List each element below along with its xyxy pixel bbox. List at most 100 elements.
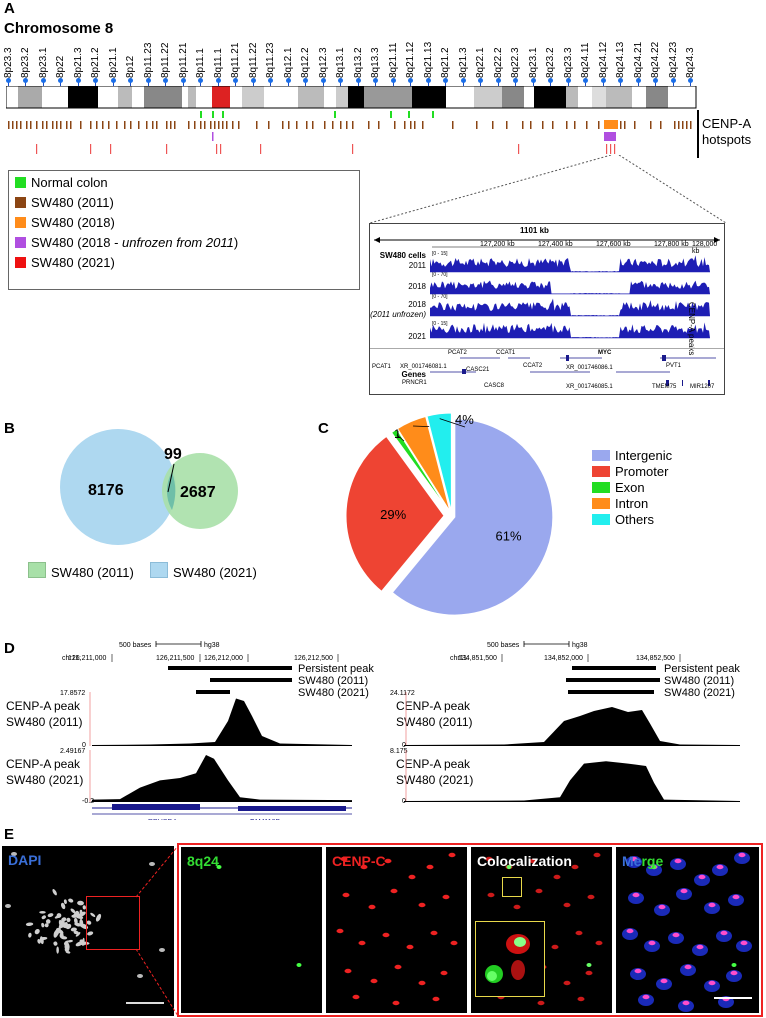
merge-dapi-blob [676, 888, 692, 900]
hotspot-sw480-2011 [56, 121, 58, 129]
hotspot-sw480-2021 [518, 144, 520, 154]
colocalization-image: Colocalization [471, 847, 612, 1013]
hotspot-normal [432, 111, 434, 118]
ideogram-band [264, 86, 298, 108]
chromosome [52, 889, 57, 896]
hotspot-sw480-2011 [30, 121, 32, 129]
band-pin [217, 80, 219, 87]
hotspot-sw480-2011 [586, 121, 588, 129]
legend-swatch [592, 498, 610, 509]
merge-dapi-blob [726, 970, 742, 982]
hotspot-sw480-2011 [26, 121, 28, 129]
band-dot [460, 78, 466, 83]
stray-chromosome [5, 904, 11, 908]
peak-bar [196, 690, 230, 694]
hotspot-sw480-2011 [346, 121, 348, 129]
merge-cenpc-spot [716, 864, 724, 870]
band-label: 8q24.3 [685, 47, 696, 78]
ideogram-band [196, 86, 212, 108]
browser-coord: 127,800 kb [654, 241, 689, 248]
cenpc-spot [432, 996, 440, 1002]
track1-label-line1: CENP-A peak [396, 699, 471, 713]
band-label: 8q22.2 [492, 47, 504, 78]
band-pin [340, 80, 342, 87]
legend-label: Others [615, 512, 655, 527]
coloc-small-box [502, 877, 522, 897]
chromosome [57, 929, 64, 935]
hotspot-sw480-2021 [610, 144, 612, 154]
coverage-signal [404, 707, 740, 746]
merge-cenpc-spot [642, 994, 650, 1000]
hotspot-sw480-2011 [80, 121, 82, 129]
hotspot-sw480-2018-unfrozen [604, 132, 616, 141]
coordinate-tick: 126,211,000 [68, 655, 107, 662]
band-pin [480, 80, 482, 87]
band-pin [182, 80, 184, 87]
band-dot [285, 78, 291, 83]
gene-annotations [430, 355, 716, 386]
coloc-red-spot [575, 930, 583, 936]
coordinate-tick: 134,852,500 [636, 655, 675, 662]
hotspot-sw480-2011 [232, 121, 234, 129]
cenpc-spot [340, 856, 348, 862]
legend-label: Intron [615, 496, 649, 511]
chromosome [66, 917, 71, 923]
chromosome [75, 932, 81, 937]
chrom-label: chr11: [450, 655, 469, 662]
merge-cenpc-spot [634, 968, 642, 974]
band-dot [670, 78, 676, 83]
hotspot-sw480-2011 [96, 121, 98, 129]
hotspot-sw480-2011 [312, 121, 314, 129]
merge-cenpc-spot [672, 932, 680, 938]
legend-swatch [15, 237, 26, 248]
coloc-red-spot [595, 940, 603, 946]
hotspot-sw480-2011 [332, 121, 334, 129]
band-dot [530, 78, 536, 83]
ideogram-band [578, 86, 592, 108]
hotspot-sw480-2011 [138, 121, 140, 129]
band-label: 8p21.2 [90, 47, 102, 78]
legend-label: SW480 (2021) [173, 565, 257, 580]
chromosome [56, 946, 59, 954]
ideogram-band [98, 86, 118, 108]
band-dot [443, 78, 449, 83]
band-dot [390, 78, 396, 83]
q24-spot [296, 963, 302, 967]
chromosome-ideogram [6, 86, 697, 154]
dapi-label: DAPI [8, 852, 42, 868]
track2-label-line2: SW480 (2021) [396, 773, 473, 787]
band-label: 8q23.3 [562, 47, 574, 78]
chromosome [74, 922, 82, 927]
band-dot [600, 78, 606, 83]
ideogram-band [646, 86, 668, 108]
hotspot-normal [334, 111, 336, 118]
merge-cenpc-spot [680, 888, 688, 894]
merge-dapi-blob [716, 930, 732, 942]
hotspot-sw480-2021 [614, 144, 616, 154]
band-label: 8q11.21 [230, 42, 242, 78]
chromosome [63, 899, 67, 905]
band-label: 8q13.2 [352, 47, 364, 78]
ideogram-band [606, 86, 632, 108]
peak-label: SW480 (2021) [664, 687, 735, 699]
track-max: 2.49167 [60, 748, 85, 755]
band-pin [165, 80, 167, 87]
pie-label-promoter: 29% [380, 507, 406, 522]
band-label: 8q23.1 [527, 47, 539, 78]
band-dot [478, 78, 484, 83]
band-pin [357, 80, 359, 87]
band-pin [585, 80, 587, 87]
band-pin [672, 80, 674, 87]
ideogram-band [230, 86, 242, 108]
band-pin [567, 80, 569, 87]
chromosome [47, 913, 54, 918]
gene-label-xr086: XR_001746086.1 [566, 365, 613, 371]
hotspot-sw480-2011 [476, 121, 478, 129]
merge-dapi-blob [670, 858, 686, 870]
hotspot-sw480-2011 [634, 121, 636, 129]
band-pin [322, 80, 324, 87]
pie-legend-intron: Intron [592, 496, 648, 511]
track1-label-line1: CENP-A peak [6, 699, 81, 713]
ideogram-band [68, 86, 98, 108]
chromosome [86, 920, 92, 925]
